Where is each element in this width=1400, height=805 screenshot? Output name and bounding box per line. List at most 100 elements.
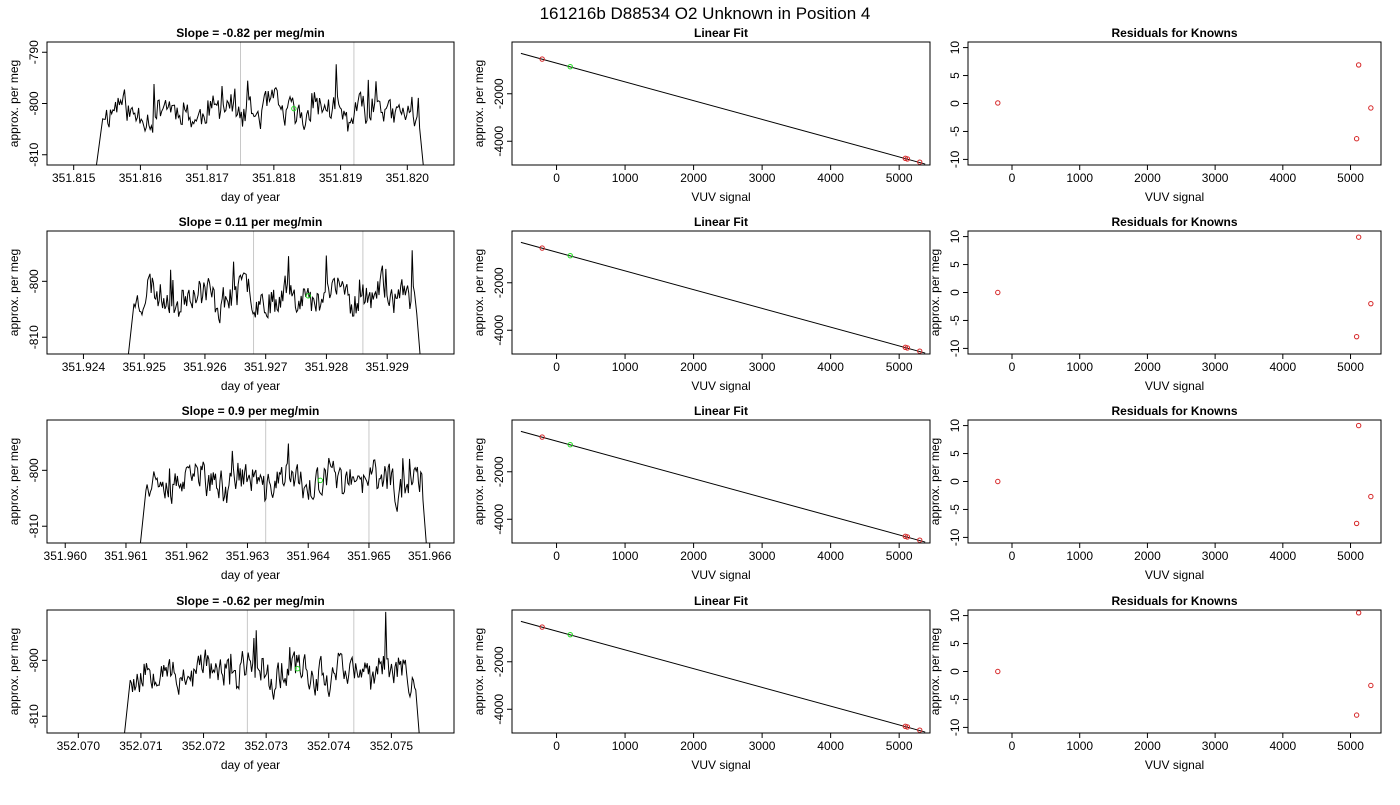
- plot-frame: [511, 609, 931, 734]
- x-tick-label: 4000: [817, 549, 844, 563]
- x-tick-label: 3000: [1202, 549, 1229, 563]
- panel-r2c3: Residuals for Knowns 0 1000 2000 3000 4000 500…: [928, 215, 1382, 393]
- known-point: [917, 348, 923, 354]
- x-tick-label: 0: [1009, 171, 1016, 185]
- y-axis-label: approx. per meg: [928, 249, 942, 336]
- plot-frame: [967, 230, 1382, 355]
- plot-frame: [967, 609, 1382, 734]
- unknown-point: [305, 293, 311, 299]
- y-axis-label: approx. per meg: [7, 628, 21, 715]
- x-axis-label: VUV signal: [1145, 568, 1204, 582]
- plot-area: [95, 42, 424, 165]
- y-tick-label: -2000: [492, 267, 506, 298]
- y-tick-label: -4000: [492, 504, 506, 535]
- plot-area: [520, 430, 926, 543]
- plot-frame: [511, 419, 931, 544]
- unknown-point: [294, 666, 301, 672]
- x-tick-label: 351.961: [104, 549, 148, 563]
- unknown-point: [317, 477, 324, 484]
- x-tick-label: 1000: [1066, 360, 1093, 374]
- x-axis-label: VUV signal: [691, 758, 750, 772]
- x-tick-label: 0: [553, 549, 560, 563]
- known-point: [1353, 136, 1360, 142]
- plot-area: [995, 610, 1374, 718]
- x-tick-label: 351.815: [52, 171, 96, 185]
- x-tick-label: 1000: [1066, 171, 1093, 185]
- panel-r2c2: Linear Fit 0 1000 2000 3000 4000 5000 -2000 -400…: [472, 215, 931, 393]
- y-tick-label: 5: [948, 450, 962, 457]
- y-tick-label: 0: [948, 668, 962, 675]
- x-tick-label: 352.072: [182, 739, 226, 753]
- y-tick-label: 5: [948, 72, 962, 79]
- x-tick-label: 1000: [612, 739, 639, 753]
- plot-frame: [46, 609, 455, 734]
- known-point: [1353, 712, 1360, 718]
- x-tick-label: 4000: [1269, 360, 1296, 374]
- x-tick-label: 0: [553, 739, 560, 753]
- panel-r1c2: Linear Fit 0 1000 2000 3000 4000 5000 -2000 -400…: [472, 26, 931, 204]
- plot-area: [520, 52, 926, 165]
- plot-area: [520, 620, 926, 733]
- y-tick-label: -2000: [492, 456, 506, 487]
- x-tick-label: 5000: [886, 739, 913, 753]
- x-tick-label: 351.965: [347, 549, 391, 563]
- figure-title: 161216b D88534 O2 Unknown in Position 4: [540, 4, 871, 23]
- known-point: [904, 156, 911, 162]
- panel-title: Residuals for Knowns: [1111, 404, 1237, 418]
- y-tick-label: -5: [948, 315, 962, 326]
- y-tick-label: 10: [948, 230, 962, 244]
- x-tick-label: 351.966: [408, 549, 452, 563]
- y-tick-label: -810: [27, 142, 41, 166]
- x-axis-label: day of year: [221, 379, 280, 393]
- known-point: [917, 727, 923, 733]
- known-point: [995, 100, 1001, 106]
- y-tick-label: 10: [948, 419, 962, 433]
- known-point: [1355, 62, 1362, 68]
- x-tick-label: 4000: [817, 360, 844, 374]
- x-tick-label: 352.075: [370, 739, 414, 753]
- y-tick-label: -800: [27, 458, 41, 482]
- y-tick-label: -800: [27, 648, 41, 672]
- x-tick-label: 351.925: [122, 360, 166, 374]
- plot-frame: [511, 41, 931, 166]
- x-tick-label: 2000: [680, 549, 707, 563]
- panel-r3c3: Residuals for Knowns 0 1000 2000 3000 4000 500…: [928, 404, 1382, 582]
- x-tick-label: 352.073: [244, 739, 288, 753]
- x-tick-label: 5000: [886, 360, 913, 374]
- y-tick-label: 0: [948, 478, 962, 485]
- x-tick-label: 1000: [1066, 739, 1093, 753]
- y-tick-label: 10: [948, 609, 962, 623]
- unknown-point: [567, 631, 573, 638]
- panel-r4c3: Residuals for Knowns 0 1000 2000 3000 4000 500…: [928, 594, 1382, 772]
- x-tick-label: 5000: [1337, 549, 1364, 563]
- x-tick-label: 352.074: [307, 739, 351, 753]
- y-axis-label: approx. per meg: [928, 628, 942, 715]
- x-tick-label: 352.071: [119, 739, 163, 753]
- panel-title: Linear Fit: [694, 404, 748, 418]
- known-point: [539, 56, 545, 62]
- y-tick-label: -810: [27, 514, 41, 538]
- panel-title: Residuals for Knowns: [1111, 215, 1237, 229]
- x-tick-label: 1000: [612, 549, 639, 563]
- plot-area: [520, 241, 926, 354]
- unknown-point: [567, 63, 573, 70]
- x-tick-label: 351.963: [226, 549, 270, 563]
- panel-r4c2: Linear Fit 0 1000 2000 3000 4000 5000 -2000 -400…: [472, 594, 931, 772]
- unknown-point: [567, 441, 573, 448]
- plot-frame: [46, 419, 455, 544]
- x-tick-label: 5000: [1337, 171, 1364, 185]
- plot-frame: [46, 230, 455, 355]
- x-tick-label: 2000: [1134, 549, 1161, 563]
- y-axis-label: approx. per meg: [7, 249, 21, 336]
- panel-title: Slope = -0.82 per meg/min: [176, 26, 324, 40]
- x-tick-label: 0: [1009, 739, 1016, 753]
- y-tick-label: -10: [948, 718, 962, 736]
- x-tick-label: 4000: [817, 739, 844, 753]
- y-axis-label: approx. per meg: [472, 60, 486, 147]
- known-point: [904, 534, 911, 540]
- x-tick-label: 351.818: [252, 171, 296, 185]
- y-tick-label: -10: [948, 339, 962, 357]
- known-point: [539, 245, 545, 251]
- x-tick-label: 351.960: [44, 549, 88, 563]
